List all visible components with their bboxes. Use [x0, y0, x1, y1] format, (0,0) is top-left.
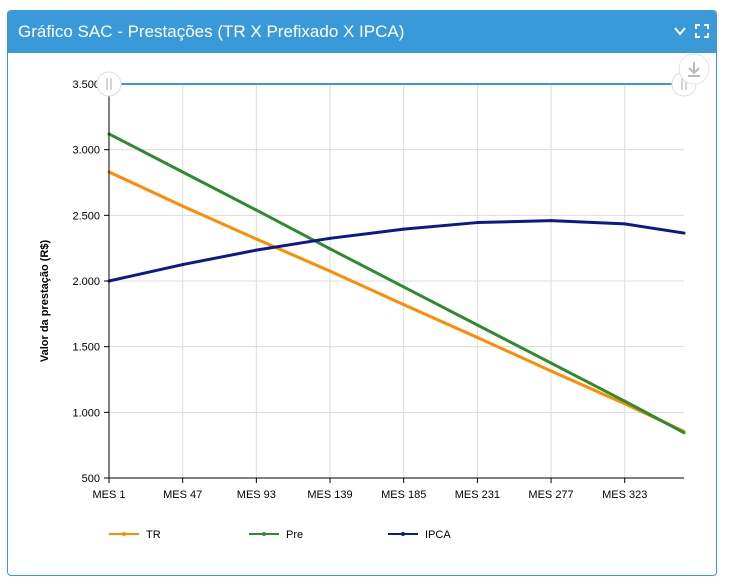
data-point-tr: [328, 269, 332, 273]
fullscreen-icon[interactable]: [694, 23, 710, 39]
range-handle-left[interactable]: [96, 71, 122, 97]
x-tick-label: MES 231: [455, 489, 500, 501]
legend-marker-pre: [262, 532, 266, 536]
data-point-pre: [254, 208, 258, 212]
legend-marker-ipca: [401, 532, 405, 536]
data-point-pre: [682, 431, 686, 435]
x-tick-label: MES 185: [381, 489, 426, 501]
x-tick-label: MES 277: [528, 489, 573, 501]
y-tick-label: 3.500: [72, 79, 100, 91]
y-tick-label: 500: [82, 473, 100, 485]
data-point-pre: [549, 361, 553, 365]
data-point-pre: [475, 323, 479, 327]
panel-title: Gráfico SAC - Prestações (TR X Prefixado…: [18, 22, 405, 41]
axes: [104, 83, 684, 483]
data-point-tr: [475, 335, 479, 339]
y-tick-label: 2.500: [72, 210, 100, 222]
x-tick-label: MES 47: [163, 489, 202, 501]
series-line-pre: [108, 132, 685, 435]
legend-marker-tr: [122, 532, 126, 536]
data-point-ipca: [623, 222, 627, 226]
series-layer: [107, 132, 686, 435]
y-tick-labels: 500 1.000 1.500 2.000 2.500 3.000 3.500: [72, 79, 100, 485]
x-tick-labels: MES 1 MES 47 MES 93 MES 139 MES 185 MES 231 ME…: [92, 489, 647, 501]
y-tick-label: 1.000: [72, 407, 100, 419]
legend-label-tr: TR: [146, 529, 161, 541]
data-point-pre: [181, 170, 185, 174]
x-tick-label: MES 139: [307, 489, 352, 501]
panel-header: Gráfico SAC - Prestações (TR X Prefixado…: [8, 11, 716, 53]
legend-label-pre: Pre: [286, 529, 303, 541]
data-point-pre: [328, 247, 332, 251]
data-point-ipca: [254, 248, 258, 252]
series-line-tr: [108, 170, 685, 433]
y-tick-label: 1.500: [72, 342, 100, 354]
data-point-pre: [623, 399, 627, 403]
series-line-ipca: [108, 219, 685, 283]
x-tick-label: MES 1: [92, 489, 125, 501]
data-point-tr: [402, 303, 406, 307]
download-icon[interactable]: [678, 53, 710, 85]
data-point-ipca: [475, 221, 479, 225]
data-point-ipca: [549, 219, 553, 223]
x-tick-label: MES 323: [602, 489, 647, 501]
data-point-ipca: [181, 263, 185, 267]
data-point-tr: [549, 369, 553, 373]
legend: TR Pre IPCA: [109, 529, 451, 541]
legend-label-ipca: IPCA: [425, 529, 451, 541]
data-point-ipca: [682, 231, 686, 235]
chart-panel: Gráfico SAC - Prestações (TR X Prefixado…: [7, 10, 717, 576]
y-tick-label: 2.000: [72, 276, 100, 288]
chevron-down-icon[interactable]: [672, 23, 688, 39]
grid-lines: [109, 84, 684, 478]
data-point-ipca: [328, 236, 332, 240]
y-tick-label: 3.000: [72, 145, 100, 157]
x-tick-label: MES 93: [237, 489, 276, 501]
y-axis-label: Valor da prestação (R$): [39, 240, 51, 363]
data-point-pre: [402, 285, 406, 289]
data-point-ipca: [402, 227, 406, 231]
data-point-tr: [254, 237, 258, 241]
data-point-tr: [181, 204, 185, 208]
